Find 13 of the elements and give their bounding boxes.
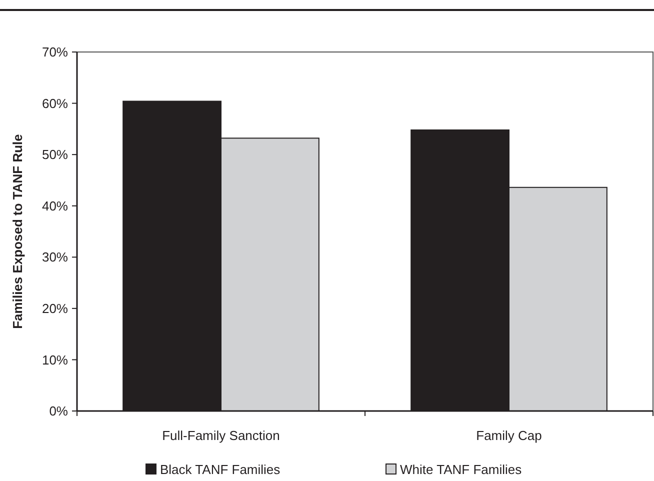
y-tick-label: 60%	[42, 96, 68, 111]
legend-label: White TANF Families	[400, 462, 522, 477]
y-tick-label: 0%	[49, 404, 68, 419]
legend-label: Black TANF Families	[160, 462, 281, 477]
y-tick-label: 20%	[42, 300, 68, 316]
y-tick-label: 30%	[42, 250, 68, 265]
y-axis-title: Families Exposed to TANF Rule	[10, 134, 25, 329]
y-tick-label: 10%	[42, 352, 68, 368]
y-tick-label: 40%	[42, 198, 68, 214]
y-tick-label: 50%	[42, 147, 68, 162]
x-tick-label: Family Cap	[476, 428, 542, 443]
x-tick-label: Full-Family Sanction	[162, 428, 280, 443]
y-tick-label: 70%	[42, 44, 68, 60]
